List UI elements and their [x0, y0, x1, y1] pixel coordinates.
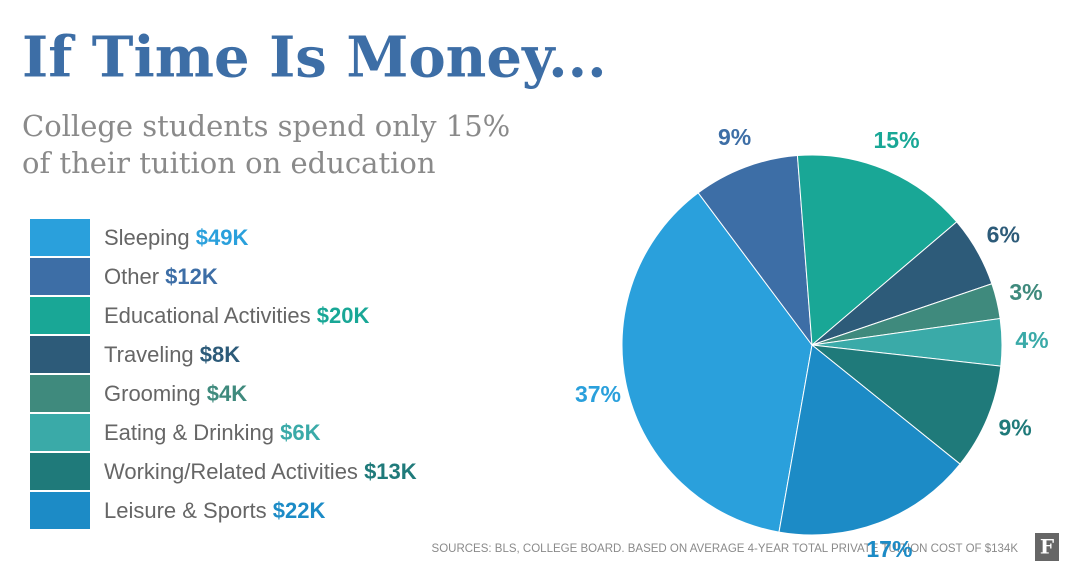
legend-label: Traveling — [104, 342, 194, 367]
legend-entry: Sleeping $49K — [104, 225, 248, 250]
legend-amount: $12K — [165, 264, 218, 289]
slice-label: 37% — [575, 381, 621, 407]
legend-swatch — [30, 414, 90, 451]
legend-label: Eating & Drinking — [104, 420, 274, 445]
legend-entry: Working/Related Activities $13K — [104, 459, 417, 484]
legend-swatch — [30, 453, 90, 490]
legend-label: Educational Activities — [104, 303, 311, 328]
slice-label: 6% — [987, 221, 1020, 247]
slice-label: 17% — [866, 536, 912, 562]
legend-label: Grooming — [104, 381, 201, 406]
legend-swatch — [30, 297, 90, 334]
subtitle: College students spend only 15% — [22, 109, 510, 143]
slice-label: 15% — [874, 127, 920, 153]
legend-amount: $20K — [317, 303, 370, 328]
legend-entry: Grooming $4K — [104, 381, 247, 406]
legend-label: Sleeping — [104, 225, 190, 250]
legend-amount: $8K — [200, 342, 240, 367]
subtitle: of their tuition on education — [22, 146, 436, 180]
pie-slice — [778, 344, 961, 536]
legend-amount: $4K — [207, 381, 247, 406]
legend-swatch — [30, 336, 90, 373]
legend-entry: Traveling $8K — [104, 342, 240, 367]
logo: F — [1040, 535, 1054, 559]
legend-swatch — [30, 375, 90, 412]
source: SOURCES: BLS, COLLEGE BOARD. BASED ON AV… — [432, 543, 1019, 555]
logo-box — [1035, 533, 1059, 561]
legend-label: Leisure & Sports — [104, 498, 267, 523]
legend-entry: Educational Activities $20K — [104, 303, 370, 328]
legend-amount: $22K — [273, 498, 326, 523]
pie-slice — [697, 155, 813, 347]
pie-slice — [810, 344, 1002, 465]
legend-entry: Eating & Drinking $6K — [104, 420, 321, 445]
legend-swatch — [30, 219, 90, 256]
legend-amount: $13K — [364, 459, 417, 484]
slice-label: 9% — [998, 415, 1031, 441]
legend-entry: Leisure & Sports $22K — [104, 498, 325, 523]
slice-label: 3% — [1009, 279, 1042, 305]
legend-amount: $6K — [280, 420, 320, 445]
legend-entry: Other $12K — [104, 264, 218, 289]
legend-label: Working/Related Activities — [104, 459, 358, 484]
legend-amount: $49K — [196, 225, 249, 250]
pie-slice — [796, 154, 958, 347]
slice-label: 9% — [718, 124, 751, 150]
legend-swatch — [30, 258, 90, 295]
pie-slice — [621, 192, 813, 533]
chart-title: If Time Is Money... — [22, 25, 607, 91]
legend-swatch — [30, 492, 90, 529]
slice-label: 4% — [1015, 327, 1048, 353]
legend-label: Other — [104, 264, 159, 289]
